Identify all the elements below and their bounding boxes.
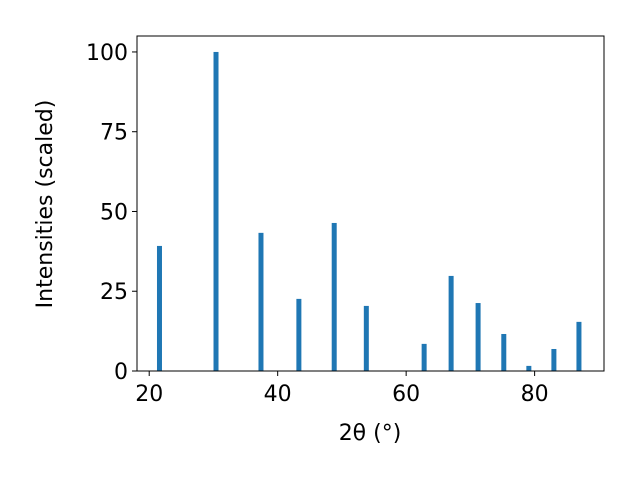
x-tick-label: 80 [521, 382, 549, 407]
x-tick-label: 20 [135, 382, 163, 407]
y-tick-label: 25 [100, 280, 128, 305]
x-tick-label: 40 [264, 382, 292, 407]
y-tick-label: 50 [100, 200, 128, 225]
bar [526, 365, 532, 371]
y-tick-label: 100 [86, 41, 128, 66]
bar [421, 343, 427, 371]
bar [551, 348, 557, 371]
y-tick-label: 0 [114, 360, 128, 385]
bar [475, 303, 481, 371]
bar [576, 321, 582, 371]
bar [258, 232, 264, 371]
bar [448, 275, 454, 371]
bar [296, 298, 302, 371]
y-tick-label: 75 [100, 121, 128, 146]
x-axis-label: 2θ (°) [339, 421, 402, 446]
bar [213, 51, 219, 371]
bar [331, 222, 337, 371]
bar [363, 305, 369, 371]
bar [156, 245, 162, 371]
x-tick-label: 60 [392, 382, 420, 407]
y-axis-label: Intensities (scaled) [33, 100, 58, 309]
plot-frame [136, 35, 605, 372]
bar [501, 333, 507, 371]
